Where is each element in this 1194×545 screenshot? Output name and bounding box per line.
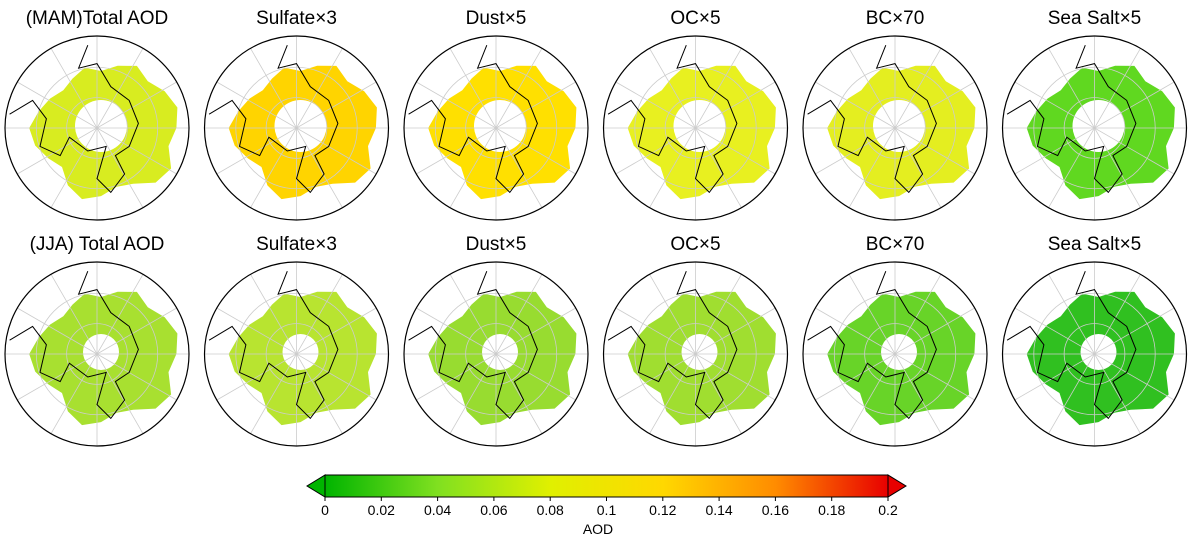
map-border — [203, 261, 390, 447]
colorbar — [324, 474, 889, 498]
colorbar-tick-label: 0.08 — [537, 502, 564, 518]
longitude-line — [17, 307, 177, 401]
map — [5, 36, 189, 220]
panel-title: OC×5 — [670, 234, 720, 255]
panel-title: (MAM)Total AOD — [26, 8, 169, 29]
longitude-line — [1014, 307, 1175, 401]
longitude-line — [416, 81, 576, 175]
map — [404, 36, 588, 220]
colorbar-tick-label: 0.2 — [878, 502, 898, 518]
longitude-line — [17, 81, 177, 175]
panel-title: Sea Salt×5 — [1048, 234, 1142, 255]
coastline — [1006, 271, 1137, 420]
colorbar-tick-label: 0.06 — [480, 502, 507, 518]
panel-title: OC×5 — [670, 8, 720, 29]
map — [404, 262, 588, 446]
map-border — [802, 261, 988, 447]
coastline — [607, 271, 738, 420]
panel-title: Sulfate×3 — [256, 8, 337, 29]
longitude-line — [216, 81, 377, 175]
map — [803, 36, 987, 220]
map-border — [1001, 35, 1188, 221]
map — [5, 262, 189, 446]
panel-title: BC×70 — [866, 234, 925, 255]
colorbar-tick-label: 0.16 — [762, 502, 789, 518]
panel-title: Dust×5 — [466, 8, 527, 29]
panel-title: Dust×5 — [466, 234, 527, 255]
colorbar-tick-label: 0.12 — [649, 502, 676, 518]
coastline — [807, 271, 937, 420]
longitude-line — [615, 81, 776, 175]
map — [603, 36, 788, 220]
map — [803, 262, 987, 446]
map — [603, 262, 788, 446]
longitude-line — [1014, 81, 1175, 175]
longitude-line — [815, 307, 975, 401]
map-border — [403, 261, 589, 447]
coastline — [9, 271, 139, 420]
coastline — [408, 45, 538, 194]
colorbar-tick-label: 0.04 — [424, 502, 451, 518]
coastline — [1006, 45, 1137, 194]
longitude-line — [815, 81, 975, 175]
map-border — [4, 35, 190, 221]
coastline — [208, 45, 339, 194]
panel-title: BC×70 — [866, 8, 925, 29]
map — [1002, 262, 1187, 446]
map — [1002, 36, 1187, 220]
map-border — [602, 35, 789, 221]
longitude-line — [216, 307, 377, 401]
map-border — [4, 261, 190, 447]
longitude-line — [615, 307, 776, 401]
colorbar-extend-low — [306, 474, 326, 498]
coastline — [607, 45, 738, 194]
map-border — [203, 35, 390, 221]
map — [204, 262, 389, 446]
colorbar-tick-label: 0.14 — [705, 502, 732, 518]
colorbar-tick-label: 0.18 — [818, 502, 845, 518]
panel-title: Sea Salt×5 — [1048, 8, 1142, 29]
colorbar-tick-label: 0.1 — [597, 502, 617, 518]
coastline — [408, 271, 538, 420]
colorbar-label: AOD — [583, 521, 613, 537]
map-border — [602, 261, 789, 447]
longitude-line — [416, 307, 576, 401]
map-border — [802, 35, 988, 221]
colorbar-extend-high — [887, 474, 907, 498]
map-border — [403, 35, 589, 221]
coastline — [9, 45, 139, 194]
colorbar-tick-label: 0.02 — [368, 502, 395, 518]
map-border — [1001, 261, 1188, 447]
panel-title: Sulfate×3 — [256, 234, 337, 255]
coastline — [208, 271, 339, 420]
coastline — [807, 45, 937, 194]
map — [204, 36, 389, 220]
colorbar-tick-label: 0 — [321, 502, 329, 518]
panel-title: (JJA) Total AOD — [30, 234, 165, 255]
